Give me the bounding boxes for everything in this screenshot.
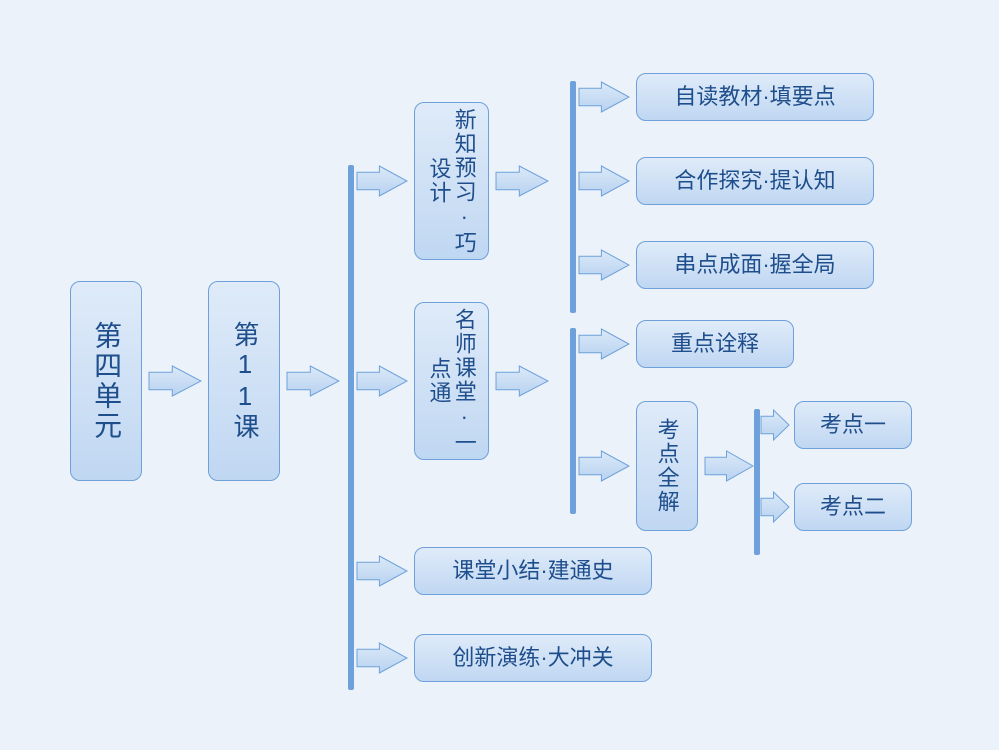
bracket-0 — [348, 165, 354, 690]
node-preview: 新知预习·巧设计 — [414, 102, 489, 260]
arrow-8 — [578, 81, 630, 113]
node-label-kp1: 考点一 — [820, 412, 886, 438]
node-kp1: 考点一 — [794, 401, 912, 449]
node-allexp: 考点全解 — [636, 401, 698, 531]
node-label-allexp: 考点全解 — [654, 418, 679, 514]
arrow-5 — [356, 642, 408, 674]
node-label-lesson11: 第11课 — [229, 321, 259, 441]
node-kp2: 考点二 — [794, 483, 912, 531]
arrow-4 — [356, 555, 408, 587]
arrow-0 — [148, 365, 202, 397]
arrow-13 — [704, 450, 754, 482]
node-coop: 合作探究·提认知 — [636, 157, 874, 205]
arrow-2 — [356, 165, 408, 197]
node-summary: 课堂小结·建通史 — [414, 547, 652, 595]
node-lesson11: 第11课 — [208, 281, 280, 481]
bracket-1 — [570, 81, 576, 313]
node-label-teacher: 名师课堂·一点通 — [426, 303, 477, 459]
node-label-preview: 新知预习·巧设计 — [426, 103, 477, 259]
node-label-read: 自读教材·填要点 — [674, 84, 835, 110]
node-keyexp: 重点诠释 — [636, 320, 794, 368]
node-chain: 串点成面·握全局 — [636, 241, 874, 289]
node-label-chain: 串点成面·握全局 — [674, 252, 835, 278]
node-teacher: 名师课堂·一点通 — [414, 302, 489, 460]
node-unit4: 第四单元 — [70, 281, 142, 481]
bracket-2 — [570, 328, 576, 514]
arrow-9 — [578, 165, 630, 197]
arrow-14 — [760, 409, 790, 441]
arrow-10 — [578, 249, 630, 281]
node-label-summary: 课堂小结·建通史 — [452, 558, 613, 584]
node-practice: 创新演练·大冲关 — [414, 634, 652, 682]
node-label-keyexp: 重点诠释 — [671, 331, 759, 357]
arrow-6 — [495, 165, 549, 197]
node-label-kp2: 考点二 — [820, 494, 886, 520]
arrow-7 — [495, 365, 549, 397]
node-read: 自读教材·填要点 — [636, 73, 874, 121]
diagram-canvas: 第四单元 第11课 新知预习·巧设计名师课堂·一点通课堂小结·建通史创新演练·大冲关… — [0, 0, 999, 750]
arrow-11 — [578, 328, 630, 360]
node-label-unit4: 第四单元 — [90, 321, 122, 441]
arrow-12 — [578, 450, 630, 482]
arrow-15 — [760, 491, 790, 523]
node-label-coop: 合作探究·提认知 — [674, 168, 835, 194]
arrow-1 — [286, 365, 340, 397]
arrow-3 — [356, 365, 408, 397]
node-label-practice: 创新演练·大冲关 — [452, 645, 613, 671]
